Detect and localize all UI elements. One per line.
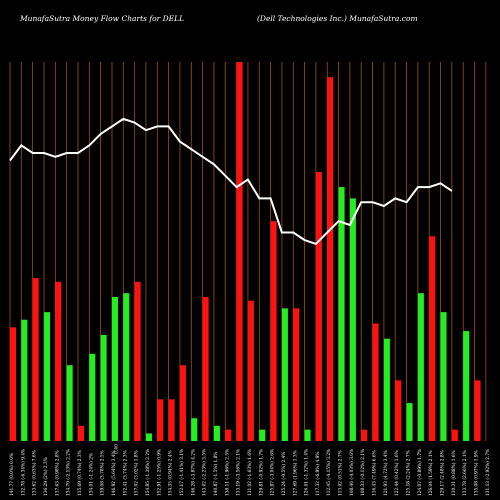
bar: [406, 403, 413, 441]
x-tick-label: 132.78 (-6.34%) 9.4%: [21, 449, 26, 496]
price-line: [9, 117, 453, 246]
x-tick-label: 126.04 (1.59%) 2.1%: [429, 450, 434, 496]
bar: [417, 293, 424, 441]
x-tick-label: 154.35 (0.94%) 2.4%: [169, 450, 174, 496]
x-tick-label: 152.41 (3.74%) 2.3%: [123, 450, 128, 496]
bar: [77, 425, 84, 441]
x-tick-label: 157.02 (3.02%) 1.8%: [135, 450, 140, 496]
x-tick-label: 127.69 (1.96%) 1.3%: [293, 450, 298, 496]
bar: [247, 300, 254, 441]
x-tick-label: 137.63 (0.98%) 2.8%: [55, 450, 60, 496]
x-tick-label: 108.33 (-0.12%) 2.1%: [361, 449, 366, 496]
x-tick-label: 125.87 (-3.04%) 2.6%: [271, 449, 276, 496]
x-tick-label: 133.62 (0.63%) 7.6%: [33, 450, 38, 496]
bar: [32, 278, 39, 441]
bar: [270, 221, 277, 441]
bar: [395, 380, 402, 441]
x-tick-label: 140.87 (-1.5%) 1.8%: [214, 452, 219, 496]
x-tick-label: 124.07 (-0.89%) 1.7%: [418, 449, 423, 496]
bar: [134, 281, 141, 441]
x-tick-label: 141.77 (0.0%) 0.0%: [10, 453, 15, 496]
x-tick-label: 135.08 (0.97%) 1.9%: [475, 450, 480, 496]
bar: [168, 399, 175, 441]
chart-title-left: MunafaSutra Money Flow Charts for DELL: [20, 14, 185, 23]
x-tick-label: 122.44 (0.42%) 1.6%: [395, 450, 400, 496]
x-tick-label: 152.17 (-1.41%) 3.1%: [180, 449, 185, 496]
bar: [145, 433, 152, 441]
bar: [21, 319, 28, 441]
bar: [213, 425, 220, 441]
bar: [361, 429, 368, 441]
x-tick-label: 108.46 (-4.03%) 3.6%: [350, 449, 355, 496]
x-tick-label: 152.91 (-1.25%) 0.9%: [157, 449, 162, 496]
bar: [372, 323, 379, 441]
bar: [236, 62, 243, 441]
x-tick-label: 130.31 (0.88%) 1.6%: [452, 450, 457, 496]
bar: [315, 171, 322, 441]
bar: [123, 293, 130, 441]
x-tick-label: 116.43 (7.49%) 6.6%: [373, 450, 378, 496]
bar: [89, 353, 96, 441]
x-tick-label: 136.29 (2%) 2.3%: [44, 457, 49, 496]
x-tick-label: 154.85 (-1.38%) 2.2%: [146, 449, 151, 496]
x-tick-label: 113.02 (0.51%) 2.7%: [339, 450, 344, 496]
x-tick-label: 134.70 (-2.13%) 2.2%: [67, 449, 72, 496]
x-tick-label: 117.32 (-6.9%) 4.9%: [316, 452, 321, 496]
chart-title-right: (Dell Technologies Inc.) MunafaSutra.com: [257, 14, 418, 23]
x-tick-label: 135.69 (0.74%) 2.3%: [78, 450, 83, 496]
x-tick-label: 146.28 (-3.87%) 4.2%: [191, 449, 196, 496]
bar: [111, 296, 118, 441]
bar: [55, 281, 62, 441]
x-tick-label: 133.19 (-3.56%) 2.1%: [237, 449, 242, 496]
bar: [100, 334, 107, 441]
x-tick-label: 146.92 (5.64%) 3.4%: [112, 450, 117, 496]
bar: [225, 429, 232, 441]
annotation-label: 0.40: [114, 444, 120, 454]
bar: [43, 312, 50, 441]
bar: [191, 418, 198, 441]
x-tick-label: 129.17 (2.48%) 2.8%: [441, 450, 446, 496]
bar: [293, 308, 300, 441]
bar: [349, 198, 356, 441]
bar: [10, 327, 16, 441]
bar: [179, 365, 186, 441]
bar-series: [10, 62, 481, 441]
bar: [451, 429, 458, 441]
x-tick-label: 121.93 (4.72%) 3.4%: [384, 450, 389, 496]
bar: [281, 308, 288, 441]
bar: [157, 399, 164, 441]
x-tick-label: 125.18 (2.24%) 2.7%: [407, 450, 412, 496]
x-tick-label: 126.01 (-1.32%) 1.4%: [305, 449, 310, 496]
x-tick-label: 133.78 (2.66%) 2.1%: [463, 450, 468, 496]
bar: [259, 429, 266, 441]
bar: [327, 77, 334, 441]
bar: [474, 380, 481, 441]
bar: [383, 338, 390, 441]
x-tick-label: 112.45 (-4.15%) 3.2%: [327, 449, 332, 496]
bar: [463, 331, 470, 441]
bar: [202, 296, 209, 441]
x-tick-label: 143.02 (-2.23%) 3.5%: [203, 449, 208, 496]
x-tick-label: 125.24 (-0.5%) 2.4%: [282, 452, 287, 496]
bar: [304, 429, 311, 441]
bar: [440, 312, 447, 441]
x-tick-label: 134.01 (-1.24%) 2%: [89, 453, 94, 496]
x-tick-label: 129.81 (-0.92%) 1.7%: [259, 449, 264, 496]
bar: [66, 365, 73, 441]
x-tick-labels: 141.77 (0.0%) 0.0% 132.78 (-6.34%) 9.4% 13…: [10, 449, 491, 496]
bar: [429, 236, 436, 441]
x-tick-label: 139.08 (3.78%) 2.5%: [101, 450, 106, 496]
x-tick-label: 131.02 (-1.63%) 1.6%: [248, 449, 253, 496]
x-tick-label: 131.13 (-2.92%) 2.7%: [486, 449, 491, 496]
bar: [338, 187, 345, 441]
x-tick-label: 138.11 (-1.96%) 2.5%: [225, 449, 230, 496]
